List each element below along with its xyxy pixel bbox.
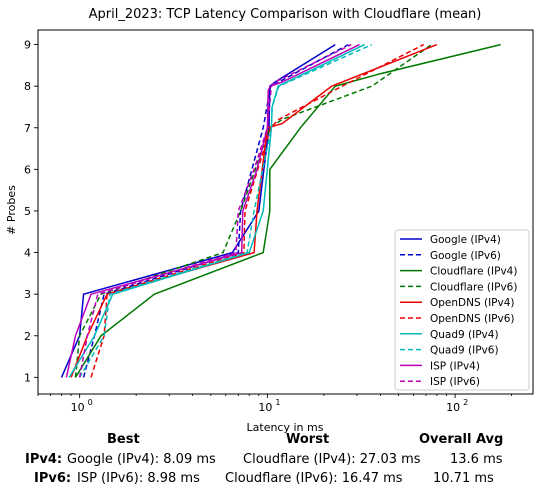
summary-row-ipv6: IPv6:: [34, 471, 71, 486]
y-tick-label: 4: [24, 247, 31, 260]
summary-worst-value: Cloudflare (IPv6): 16.47 ms: [225, 471, 403, 486]
y-tick-label: 5: [24, 205, 31, 218]
y-tick-label: 1: [24, 371, 31, 384]
x-tick-label: 10: [258, 401, 272, 414]
legend-frame: [394, 229, 530, 391]
x-axis-label: Latency in ms: [247, 421, 324, 434]
legend-label: ISP (IPv6): [430, 376, 480, 388]
x-tick-exponent: 2: [463, 398, 468, 407]
series-line-opendns-ipv4: [70, 43, 438, 378]
y-tick-label: 7: [24, 122, 31, 135]
legend-label: Quad9 (IPv4): [430, 329, 499, 341]
x-tick-exponent: 1: [275, 398, 280, 407]
y-tick-label: 6: [24, 163, 31, 176]
legend-label: Google (IPv4): [430, 234, 501, 246]
x-tick-label: 10: [446, 401, 460, 414]
series-line-google-ipv4: [60, 43, 336, 378]
series-line-cloudflare-ipv4: [74, 43, 501, 378]
x-tick-exponent: 0: [88, 398, 93, 407]
y-tick-label: 9: [24, 39, 31, 52]
summary-row-label: IPv6: [34, 471, 66, 486]
y-tick-label: 2: [24, 330, 31, 343]
summary-row-label: IPv4: [25, 452, 57, 467]
summary-avg-value: 13.6 ms: [450, 452, 503, 467]
summary-row-sep: :: [56, 452, 63, 467]
chart-title: April_2023: TCP Latency Comparison with …: [89, 7, 482, 22]
summary-header-avg: Overall Avg: [419, 432, 504, 447]
plot-area-frame: [37, 29, 534, 395]
y-tick-label: 8: [24, 80, 31, 93]
summary-header-worst: Worst: [286, 432, 330, 447]
series-line-isp-ipv4: [65, 43, 360, 378]
series-line-isp-ipv6: [78, 43, 352, 378]
legend-label: Google (IPv6): [430, 250, 501, 262]
y-axis-label: # Probes: [5, 185, 18, 235]
summary-worst-value: Cloudflare (IPv4): 27.03 ms: [243, 452, 421, 467]
y-tick-label: 3: [24, 288, 31, 301]
x-tick-label: 10: [71, 401, 85, 414]
legend-label: ISP (IPv4): [430, 360, 480, 372]
summary-row-ipv4: IPv4:: [25, 452, 62, 467]
series-line-quad9-ipv6: [78, 43, 373, 378]
legend-label: OpenDNS (IPv4): [430, 297, 515, 309]
series-line-opendns-ipv6: [90, 43, 425, 378]
summary-best-value: ISP (IPv6): 8.98 ms: [77, 471, 200, 486]
series-line-cloudflare-ipv6: [74, 43, 433, 378]
summary-row-sep: :: [65, 471, 72, 486]
summary-header-best: Best: [107, 432, 140, 447]
legend: Google (IPv4) Google (IPv6) Cloudflare (IP…: [394, 229, 530, 391]
legend-label: OpenDNS (IPv6): [430, 313, 515, 325]
summary-best-value: Google (IPv4): 8.09 ms: [67, 452, 216, 467]
summary-avg-value: 10.71 ms: [433, 471, 494, 486]
legend-label: Quad9 (IPv6): [430, 345, 499, 357]
legend-label: Cloudflare (IPv4): [430, 266, 517, 278]
series-line-google-ipv6: [82, 43, 349, 378]
legend-label: Cloudflare (IPv6): [430, 281, 517, 293]
